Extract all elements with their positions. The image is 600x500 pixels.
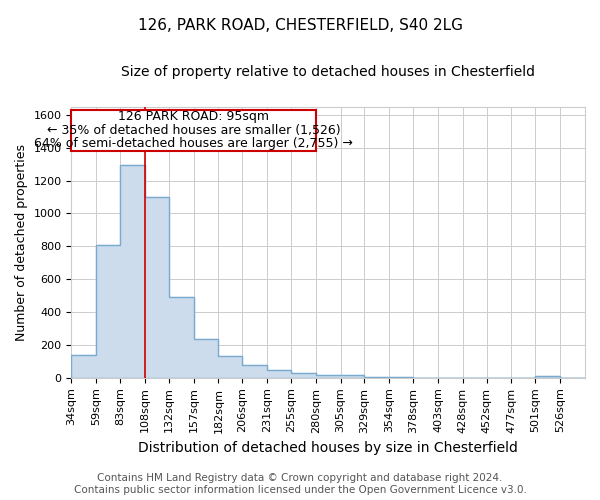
FancyBboxPatch shape xyxy=(71,110,316,151)
Text: 126 PARK ROAD: 95sqm: 126 PARK ROAD: 95sqm xyxy=(118,110,269,124)
Text: 126, PARK ROAD, CHESTERFIELD, S40 2LG: 126, PARK ROAD, CHESTERFIELD, S40 2LG xyxy=(137,18,463,32)
X-axis label: Distribution of detached houses by size in Chesterfield: Distribution of detached houses by size … xyxy=(138,441,518,455)
Title: Size of property relative to detached houses in Chesterfield: Size of property relative to detached ho… xyxy=(121,65,535,79)
Text: 64% of semi-detached houses are larger (2,755) →: 64% of semi-detached houses are larger (… xyxy=(34,138,353,150)
Text: Contains HM Land Registry data © Crown copyright and database right 2024.
Contai: Contains HM Land Registry data © Crown c… xyxy=(74,474,526,495)
Text: ← 35% of detached houses are smaller (1,526): ← 35% of detached houses are smaller (1,… xyxy=(47,124,340,138)
Y-axis label: Number of detached properties: Number of detached properties xyxy=(15,144,28,340)
